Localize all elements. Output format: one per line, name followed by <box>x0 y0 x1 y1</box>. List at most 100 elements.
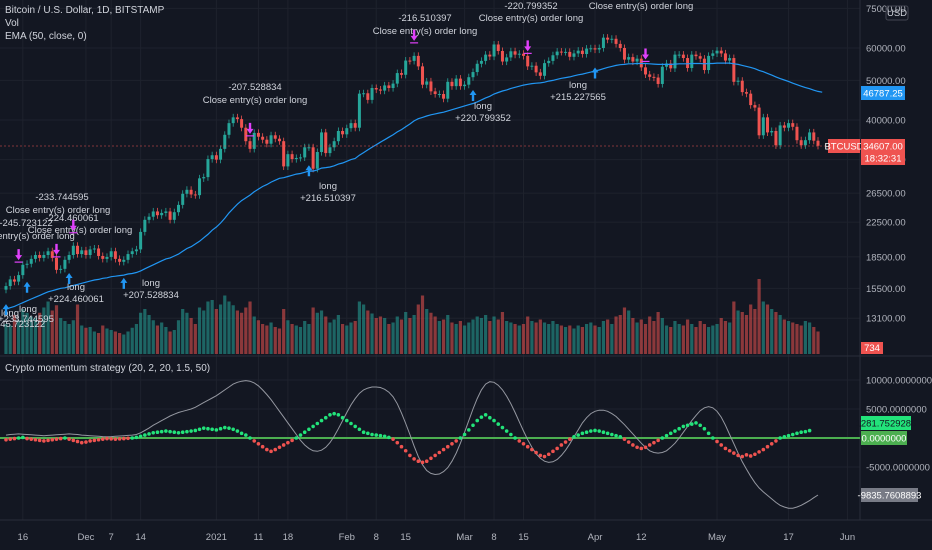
momentum-dot <box>336 413 341 417</box>
momentum-dot <box>521 442 526 446</box>
candle-body <box>665 63 669 67</box>
candle-body <box>374 87 378 90</box>
time-axis[interactable]: 16 Dec 7 14 2021 11 18 Feb 8 15 Mar 8 15 Apr 12 May 17 Ju… <box>18 532 856 543</box>
exit-arrow <box>524 40 532 52</box>
candle-body <box>118 258 122 262</box>
time-tick-label: 8 <box>374 532 379 543</box>
candle-body <box>627 57 631 60</box>
svg-text:34607.00: 34607.00 <box>863 142 903 153</box>
trade-annotation: long <box>319 181 337 192</box>
candle-body <box>530 65 534 67</box>
indicator-title[interactable]: Crypto momentum strategy (20, 2, 20, 1.5… <box>5 363 211 374</box>
momentum-dot <box>399 444 404 449</box>
volume-bar <box>92 331 96 354</box>
momentum-dot <box>277 445 282 450</box>
volume-bar <box>80 325 84 354</box>
chart-legend[interactable]: Bitcoin / U.S. Dollar, 1D, BITSTAMP Vol … <box>5 4 164 43</box>
candle-body <box>399 73 403 75</box>
symbol-title[interactable]: Bitcoin / U.S. Dollar, 1D, BITSTAMP <box>5 5 165 16</box>
momentum-dot <box>8 437 13 441</box>
candle-body <box>606 37 610 40</box>
volume-bar <box>101 325 105 354</box>
volume-bar <box>362 304 366 354</box>
candle-body <box>256 132 260 137</box>
momentum-dot <box>361 430 366 435</box>
volume-bar <box>433 316 437 354</box>
volume-bar <box>54 305 59 354</box>
momentum-dot <box>71 438 76 443</box>
volume-bar <box>799 325 803 354</box>
candle-body <box>517 53 521 55</box>
volume-bar <box>408 318 412 354</box>
candle-body <box>572 53 576 57</box>
momentum-dot <box>454 439 458 443</box>
candle-body <box>576 50 580 54</box>
indicator-tick-label: -5000.0000000 <box>866 463 930 474</box>
volume-bar <box>319 310 324 354</box>
volume-bar <box>404 312 408 354</box>
volume-bar <box>551 321 555 354</box>
volume-legend[interactable]: Vol <box>5 18 19 29</box>
price-tick-label: 15500.00 <box>866 284 906 295</box>
momentum-dot <box>706 431 711 436</box>
momentum-dot <box>601 430 606 435</box>
candle-body <box>134 249 138 252</box>
momentum-dot <box>100 437 105 441</box>
momentum-dot <box>164 429 168 433</box>
volume-bar <box>496 319 500 354</box>
candle-body <box>404 60 408 75</box>
trade-annotation: Close entry(s) order long <box>6 205 111 216</box>
candle-body <box>80 250 84 255</box>
volume-bar <box>538 319 542 354</box>
momentum-dot <box>626 440 631 444</box>
candle-body <box>33 255 37 259</box>
exit-arrow <box>52 243 60 255</box>
momentum-dot <box>462 432 467 437</box>
volume-bar <box>252 316 256 354</box>
candle-body <box>97 248 101 256</box>
ema-legend[interactable]: EMA (50, close, 0) <box>5 31 87 42</box>
momentum-dot <box>500 425 505 430</box>
momentum-dot <box>605 431 610 436</box>
candle-body <box>76 245 80 255</box>
momentum-dot <box>201 426 206 430</box>
volume-bar <box>627 310 631 354</box>
indicator-axis[interactable]: 10000.0000000 5000.0000000 -5000.0000000 <box>866 376 932 474</box>
volume-bar <box>286 320 290 354</box>
candle-body <box>757 107 761 136</box>
volume-bar <box>357 301 362 354</box>
momentum-dot <box>344 418 349 423</box>
volume-bar <box>4 324 8 354</box>
momentum-dot <box>357 427 362 432</box>
volume-bar <box>265 325 269 354</box>
candle-body <box>210 155 214 160</box>
svg-text:-9835.7608893: -9835.7608893 <box>858 491 922 502</box>
candle-body <box>711 53 715 56</box>
volume-bar <box>328 322 332 354</box>
candle-body <box>454 78 458 87</box>
momentum-dot <box>458 436 463 440</box>
volume-bar <box>303 321 307 354</box>
volume-bar <box>479 318 484 354</box>
candle-body <box>475 63 479 73</box>
momentum-dot <box>664 433 669 438</box>
oscillator-value-tag: -9835.7608893 <box>858 488 922 502</box>
momentum-dot <box>92 438 97 443</box>
indicator-legend[interactable]: Crypto momentum strategy (20, 2, 20, 1.5… <box>5 362 210 375</box>
candle-body <box>391 83 395 88</box>
volume-bar <box>340 324 345 354</box>
momentum-dot <box>761 447 766 452</box>
candle-body <box>227 123 231 135</box>
candle-body <box>54 257 58 270</box>
symbol-tag: BTCUSD <box>824 139 864 153</box>
momentum-dot <box>555 446 559 451</box>
currency-label[interactable]: USD <box>885 5 909 21</box>
candle-body <box>59 268 63 270</box>
momentum-dot <box>744 453 749 457</box>
volume-bar <box>256 320 261 354</box>
momentum-dot <box>46 438 50 443</box>
candle-body <box>593 48 597 50</box>
volume-bar <box>610 324 614 354</box>
volume-bar <box>8 325 12 354</box>
